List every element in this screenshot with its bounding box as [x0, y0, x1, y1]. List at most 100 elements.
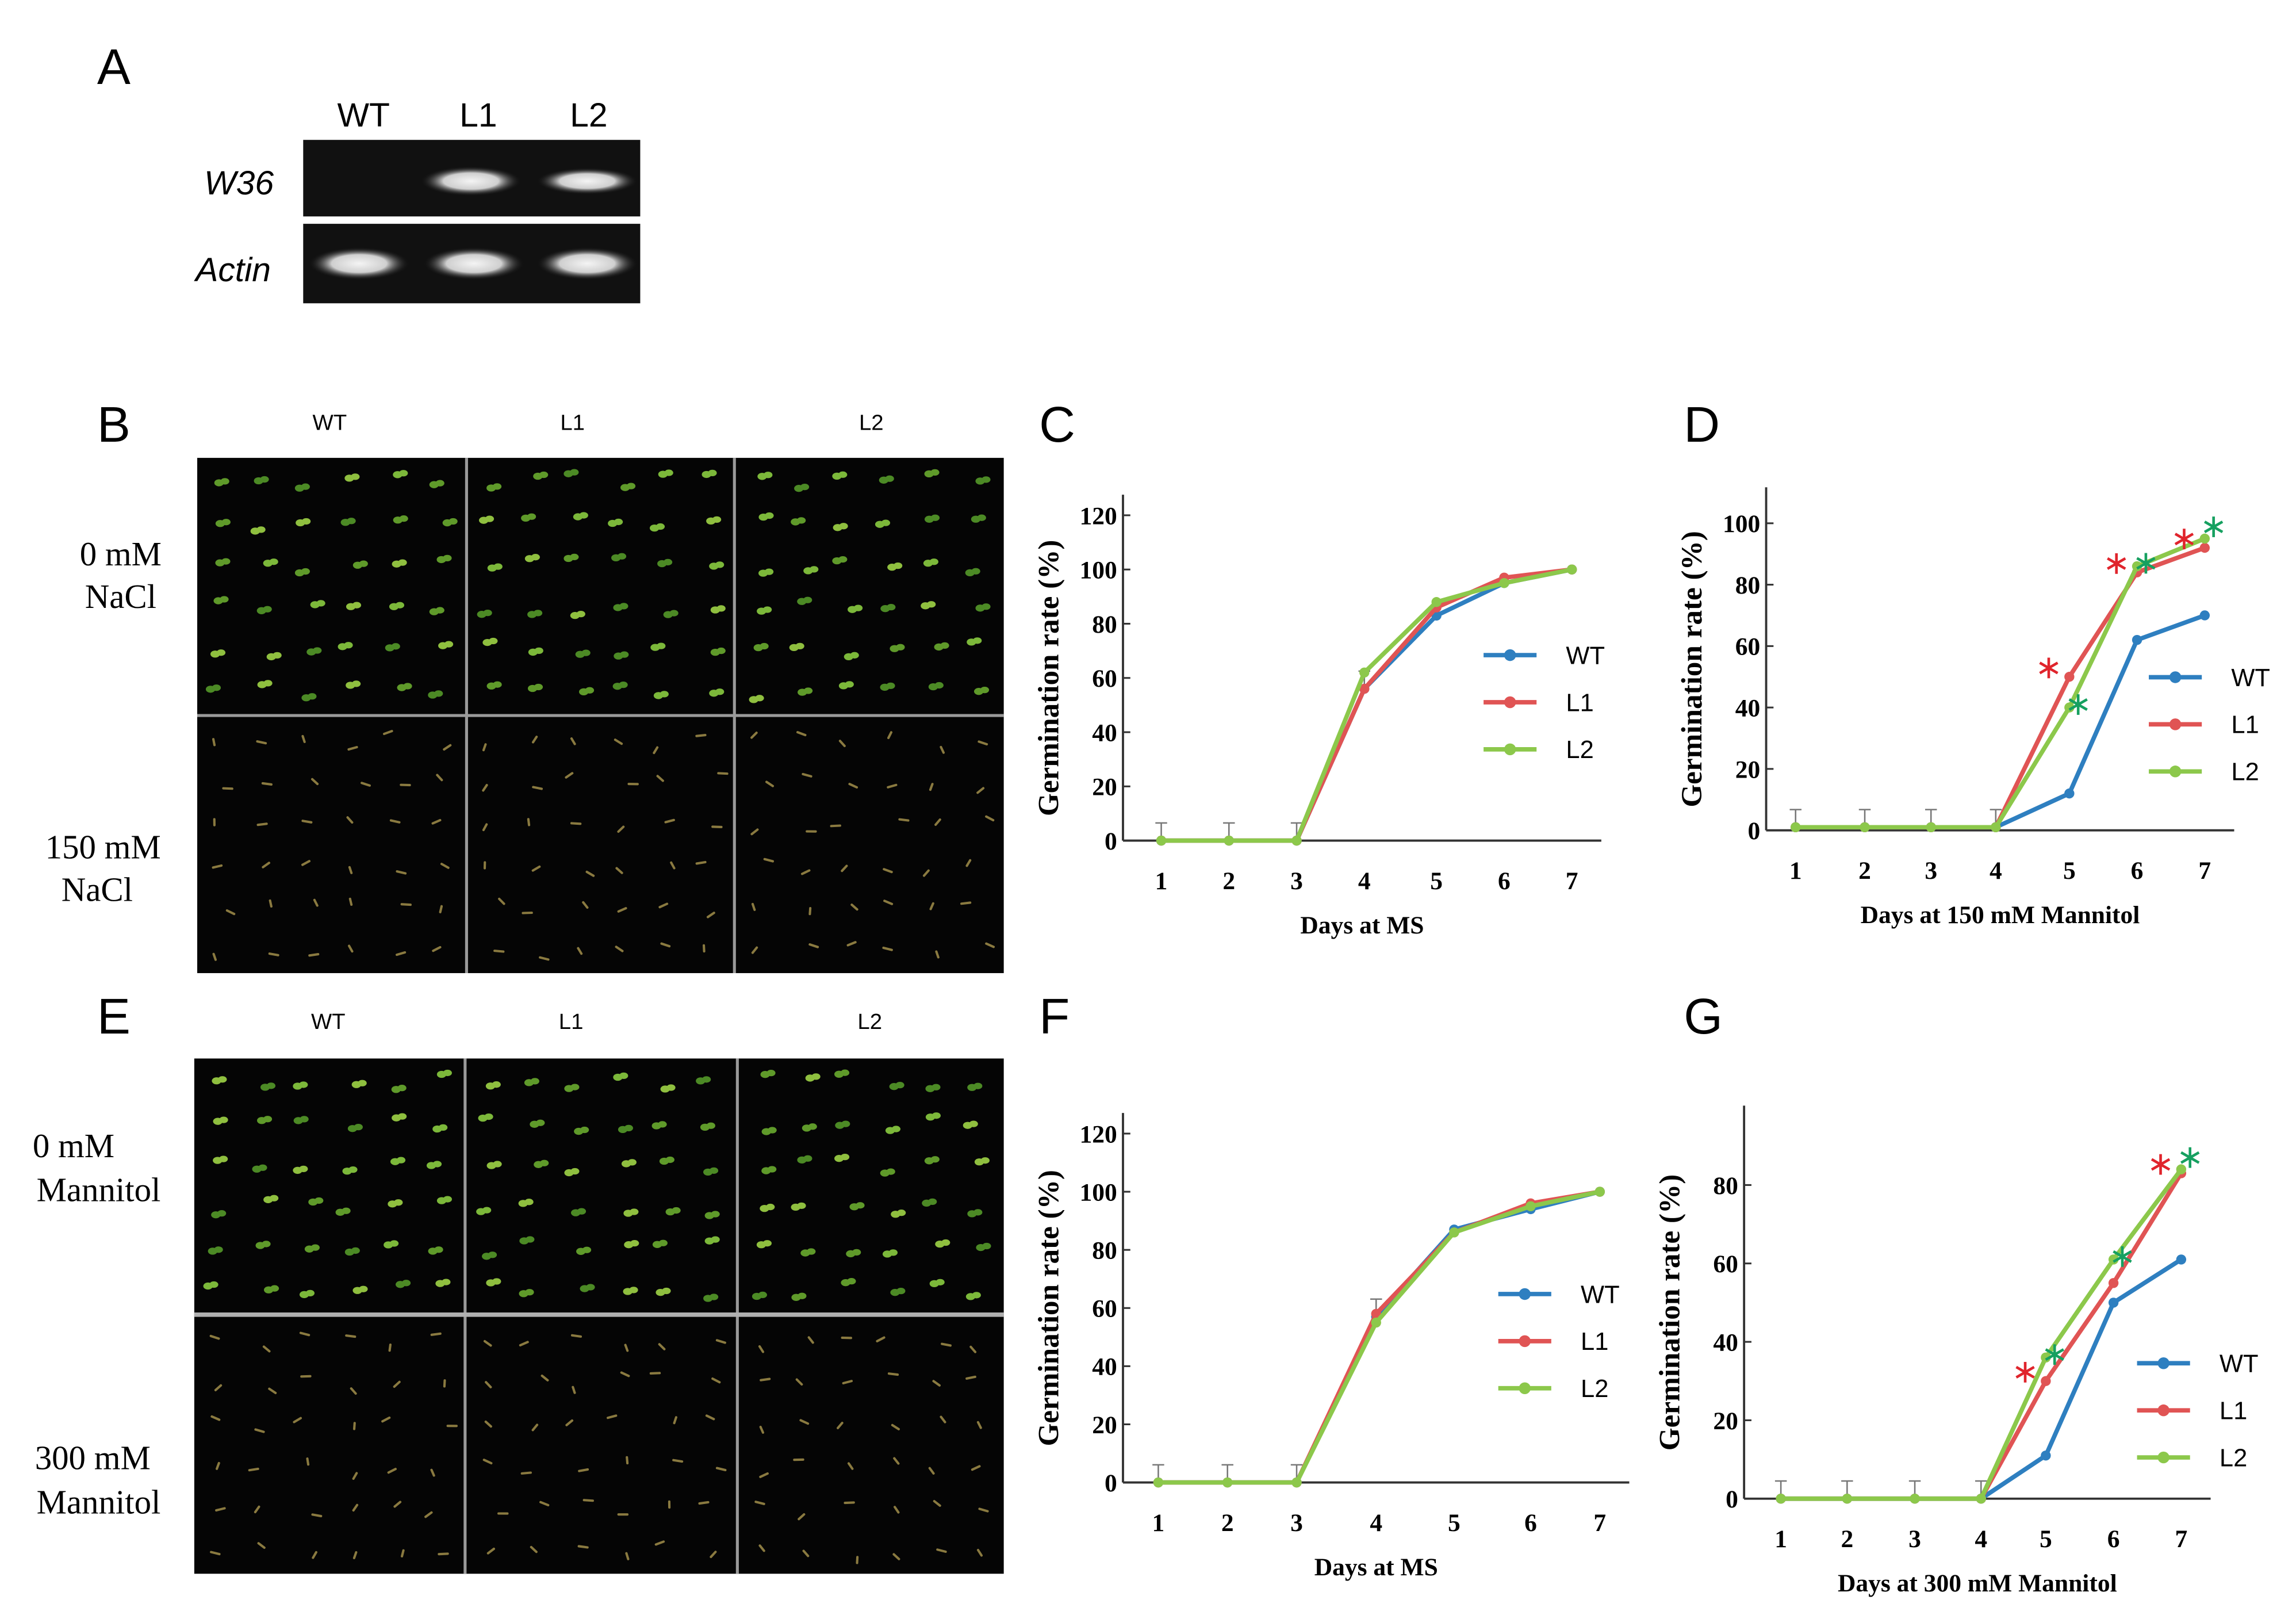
seedling — [225, 909, 236, 916]
seedling — [347, 518, 356, 525]
x-tick-label: 7 — [2175, 1525, 2187, 1553]
seedling — [389, 819, 401, 824]
seedling — [262, 1345, 271, 1353]
data-point-l2 — [1976, 1494, 1986, 1504]
gel-row-label-w36: W36 — [204, 164, 274, 202]
seedling — [708, 469, 717, 477]
seedling — [629, 1287, 638, 1293]
seedling — [978, 1507, 989, 1513]
y-tick-label: 20 — [1713, 1407, 1738, 1435]
x-tick-label: 5 — [1448, 1509, 1461, 1537]
seedling — [396, 870, 407, 875]
data-point-l2 — [2108, 1254, 2119, 1265]
y-tick-label: 0 — [1105, 1469, 1117, 1497]
seedling — [482, 784, 488, 792]
x-tick-label: 2 — [1222, 867, 1235, 895]
seedling — [256, 822, 268, 826]
seedling — [973, 1082, 983, 1089]
seedling — [397, 1085, 407, 1092]
seedling — [853, 604, 863, 611]
data-point-l2 — [1153, 1477, 1164, 1488]
panel-label-e: E — [97, 989, 131, 1044]
seedling — [436, 774, 443, 782]
seedling — [695, 733, 707, 737]
seedling — [672, 1207, 681, 1214]
seedling — [354, 1124, 363, 1131]
legend-marker — [2169, 671, 2182, 683]
seedling — [766, 1203, 775, 1211]
seedling — [764, 472, 773, 479]
data-point-l2 — [1291, 835, 1302, 846]
plate-e-row-top-conc: 0 mM — [33, 1127, 114, 1165]
x-tick-label: 3 — [1925, 857, 1937, 885]
seedling — [765, 780, 775, 787]
seedling — [717, 772, 729, 775]
seedling — [976, 1549, 983, 1557]
seedling — [536, 1119, 545, 1126]
seedling — [533, 610, 543, 617]
seedling — [940, 745, 945, 754]
seedling — [270, 1285, 279, 1292]
plate-e-seedlings — [203, 1069, 991, 1564]
seedling — [254, 1505, 260, 1514]
seedling — [316, 600, 325, 607]
data-point-l2 — [1431, 597, 1442, 607]
legend-label: L2 — [2231, 759, 2259, 786]
seedling — [658, 1239, 668, 1246]
seedling — [837, 1421, 844, 1430]
seedling — [352, 1422, 356, 1430]
seedling — [430, 1332, 442, 1336]
data-point-l2 — [1910, 1494, 1920, 1504]
seedling — [614, 518, 623, 526]
data-point-l2 — [1291, 1477, 1302, 1488]
plate-b-row-bottom-agent: NaCl — [62, 871, 133, 909]
seedling — [848, 783, 858, 789]
series-line-wt — [1781, 1257, 2183, 1501]
seedling — [936, 1548, 947, 1553]
seedling — [624, 1124, 633, 1131]
seedling — [711, 1377, 721, 1384]
seedling — [311, 1244, 320, 1251]
seedling — [520, 1471, 532, 1475]
seedling — [269, 558, 278, 565]
seedling — [672, 1459, 684, 1463]
seedling — [798, 1292, 807, 1299]
seedling — [972, 1292, 981, 1299]
y-tick-label: 120 — [1079, 502, 1117, 530]
seedling — [882, 946, 893, 951]
data-point-l2 — [1860, 822, 1870, 833]
seedling — [850, 652, 859, 659]
seedling — [941, 1239, 950, 1246]
seedling — [212, 684, 221, 691]
x-tick-label: 3 — [1290, 867, 1303, 895]
seedling — [398, 559, 407, 566]
legend-label: WT — [2220, 1350, 2259, 1378]
seedling — [313, 647, 322, 654]
data-point-wt — [2132, 634, 2142, 645]
seedling — [483, 1340, 492, 1347]
seedling — [710, 1551, 717, 1559]
significance-star — [2045, 1348, 2064, 1361]
seedling — [570, 822, 582, 825]
x-tick-label: 2 — [1858, 857, 1871, 885]
data-point-l2 — [2041, 1352, 2051, 1363]
seedling — [881, 519, 891, 526]
seedling — [586, 1284, 595, 1291]
seedling — [845, 681, 854, 688]
significance-star — [2180, 1151, 2200, 1164]
panel-label-a: A — [97, 39, 131, 95]
seedling — [715, 688, 725, 695]
seedling — [758, 1544, 765, 1552]
seedling — [301, 820, 313, 824]
seedling — [308, 953, 320, 957]
seedling — [541, 1374, 549, 1381]
seedling — [715, 1467, 727, 1472]
plate-b-row-top-conc: 0 mM — [80, 535, 162, 573]
legend-marker — [1504, 696, 1516, 709]
gel-band-w36-l1 — [421, 166, 522, 196]
seedling — [895, 1081, 904, 1089]
seedling — [615, 867, 623, 874]
data-point-l2 — [1991, 822, 2001, 833]
y-tick-label: 0 — [1726, 1486, 1738, 1513]
seedling — [266, 1082, 276, 1089]
